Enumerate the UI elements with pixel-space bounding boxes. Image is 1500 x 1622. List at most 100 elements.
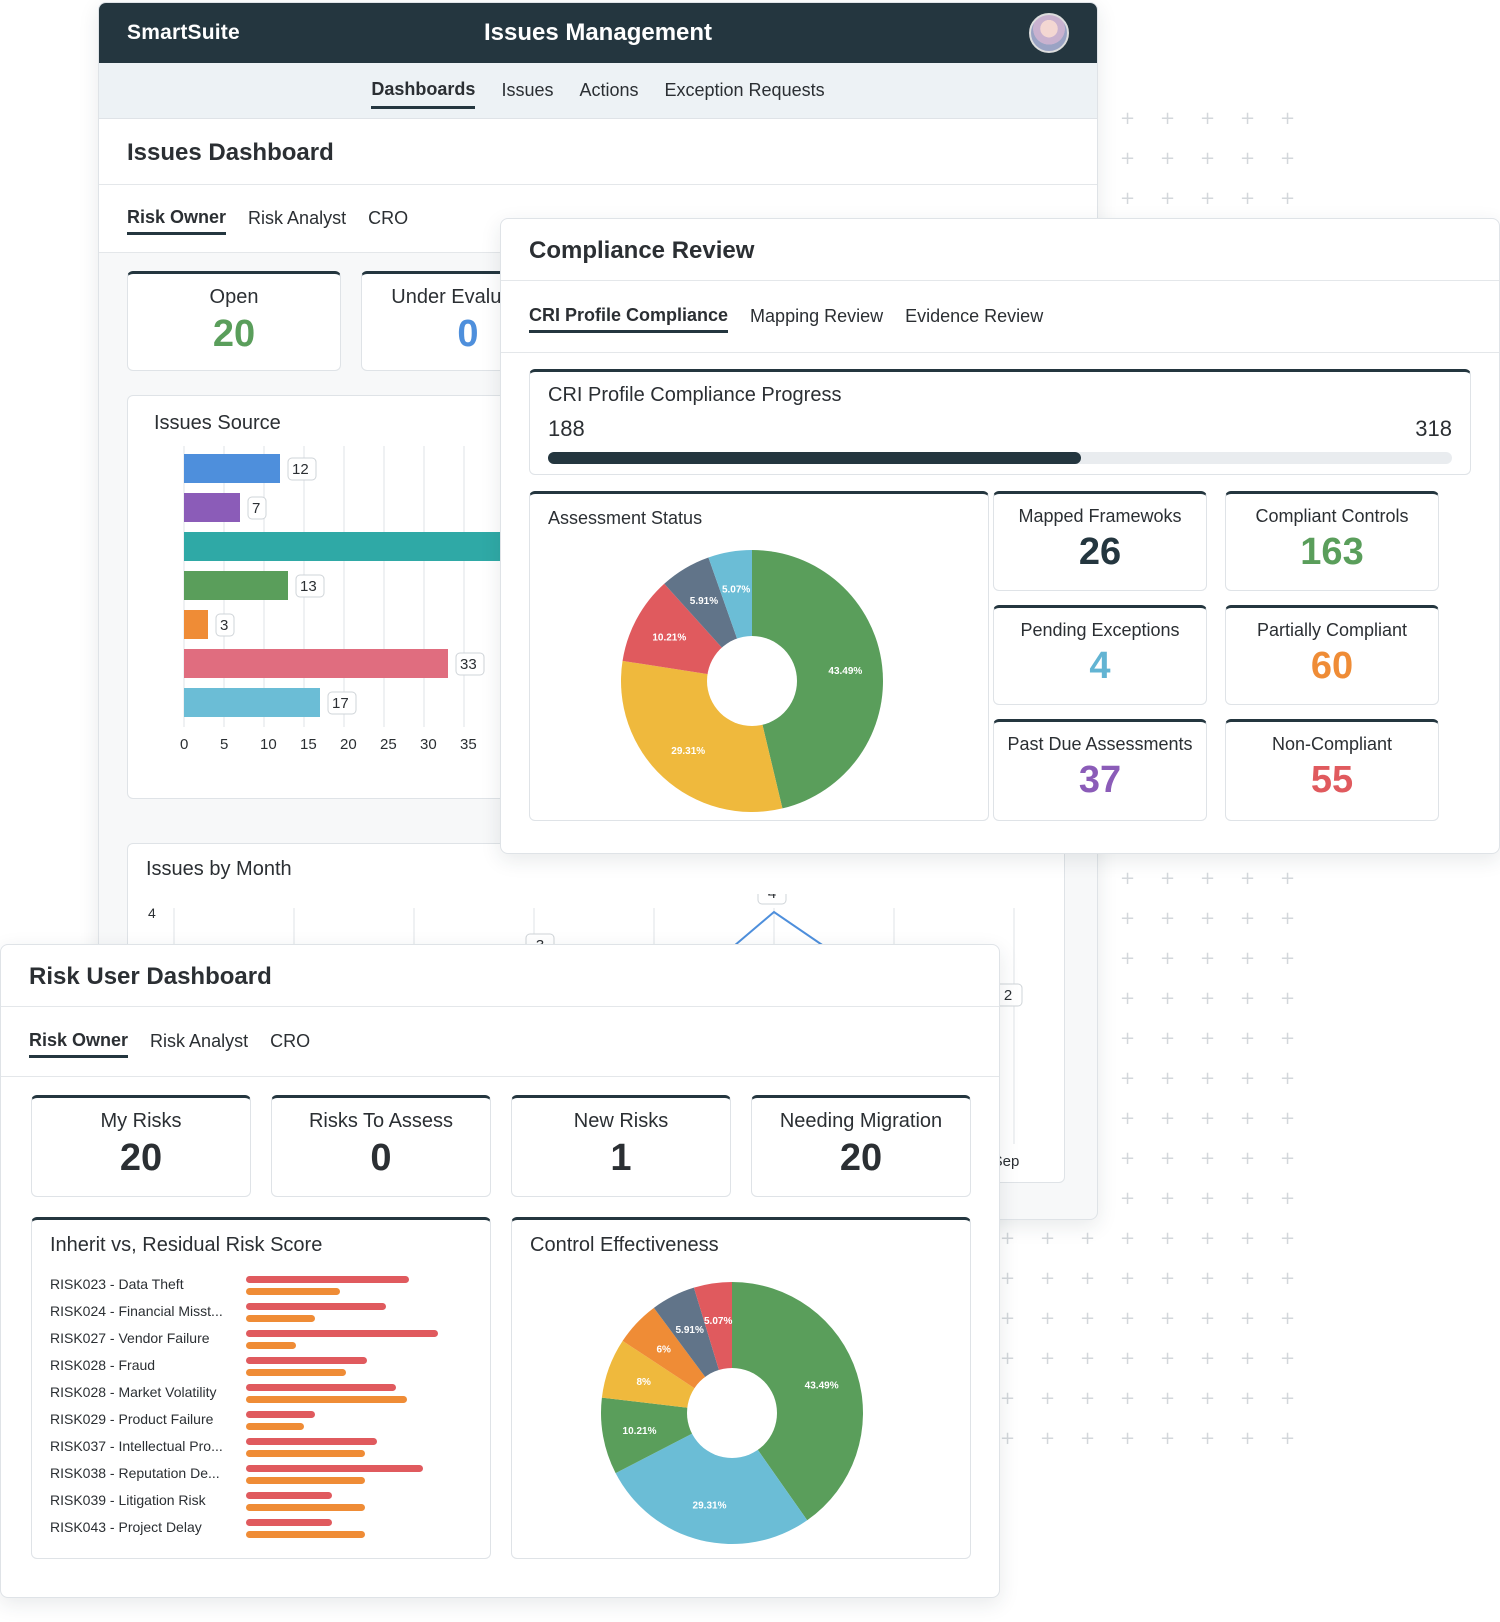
plus-mark: + bbox=[1280, 1388, 1296, 1409]
card-title: Issues Source bbox=[154, 412, 281, 434]
my-risks-card[interactable]: My Risks 20 bbox=[31, 1095, 251, 1197]
plus-mark: + bbox=[1280, 1308, 1296, 1329]
plus-mark: + bbox=[1240, 108, 1256, 129]
plus-mark: + bbox=[1080, 1428, 1096, 1449]
source-bar bbox=[184, 454, 280, 483]
x-tick-label: 10 bbox=[260, 736, 277, 753]
progress-total: 318 bbox=[1415, 416, 1452, 441]
donut-hole bbox=[687, 1368, 777, 1458]
tab-risk-analyst[interactable]: Risk Analyst bbox=[150, 1031, 249, 1051]
nav-issues[interactable]: Issues bbox=[501, 80, 554, 100]
inherent-risk-bar bbox=[246, 1330, 438, 1337]
plus-mark: + bbox=[1160, 1428, 1176, 1449]
residual-risk-bar bbox=[246, 1342, 296, 1349]
plus-mark: + bbox=[1120, 948, 1136, 969]
plus-mark: + bbox=[1040, 1348, 1056, 1369]
plus-mark: + bbox=[1240, 1188, 1256, 1209]
stat-label: New Risks bbox=[573, 1110, 669, 1132]
slice-label: 10.21% bbox=[623, 1426, 657, 1437]
plus-mark: + bbox=[1200, 148, 1216, 169]
plus-mark: + bbox=[1120, 1028, 1136, 1049]
risk-row-label: RISK028 - Market Volatility bbox=[50, 1384, 217, 1400]
risks-to-assess-card[interactable]: Risks To Assess 0 bbox=[271, 1095, 491, 1197]
risk-row-label: RISK028 - Fraud bbox=[50, 1357, 156, 1373]
kpi-partially-compliant[interactable]: Partially Compliant 60 bbox=[1225, 605, 1439, 705]
tab-risk-owner[interactable]: Risk Owner bbox=[127, 203, 227, 235]
risk-row-label: RISK043 - Project Delay bbox=[50, 1519, 202, 1535]
nav-exception-requests[interactable]: Exception Requests bbox=[664, 80, 825, 100]
plus-mark: + bbox=[1160, 1228, 1176, 1249]
plus-mark: + bbox=[1040, 1388, 1056, 1409]
source-bar bbox=[184, 493, 240, 522]
bar-value-box bbox=[295, 574, 325, 598]
x-tick-label: 15 bbox=[300, 736, 317, 753]
kpi-mapped-frameworks[interactable]: Mapped Framewoks 26 bbox=[993, 491, 1207, 591]
nav-dashboards[interactable]: Dashboards bbox=[371, 73, 476, 109]
stat-value: 20 bbox=[119, 1137, 163, 1179]
tab-evidence-review[interactable]: Evidence Review bbox=[905, 306, 1044, 326]
plus-mark: + bbox=[1200, 1268, 1216, 1289]
bar-value-box bbox=[215, 613, 235, 637]
plus-mark: + bbox=[1120, 188, 1136, 209]
tab-risk-owner[interactable]: Risk Owner bbox=[29, 1026, 129, 1058]
kpi-compliant-controls[interactable]: Compliant Controls 163 bbox=[1225, 491, 1439, 591]
needing-migration-card[interactable]: Needing Migration 20 bbox=[751, 1095, 971, 1197]
user-avatar[interactable] bbox=[1029, 13, 1069, 53]
plus-mark: + bbox=[1200, 1428, 1216, 1449]
plus-mark: + bbox=[1240, 1268, 1256, 1289]
kpi-non-compliant[interactable]: Non-Compliant 55 bbox=[1225, 719, 1439, 821]
inherent-risk-bar bbox=[246, 1276, 410, 1283]
kpi-value: 37 bbox=[1078, 759, 1122, 801]
stat-value: 20 bbox=[212, 313, 256, 355]
plus-mark: + bbox=[1240, 908, 1256, 929]
plus-mark: + bbox=[1160, 188, 1176, 209]
control-effectiveness-card: Control Effectiveness 43.49% 29.31% 10.21%… bbox=[511, 1217, 971, 1559]
open-stat-card[interactable]: Open 20 bbox=[127, 271, 341, 371]
plus-mark: + bbox=[1000, 1228, 1016, 1249]
plus-mark: + bbox=[1240, 148, 1256, 169]
page-title: Issues Dashboard bbox=[99, 119, 1097, 185]
plus-mark: + bbox=[1160, 1308, 1176, 1329]
kpi-label: Pending Exceptions bbox=[1020, 620, 1180, 640]
plus-mark: + bbox=[1200, 1188, 1216, 1209]
tab-cro[interactable]: CRO bbox=[368, 208, 409, 228]
plus-mark: + bbox=[1280, 1428, 1296, 1449]
stat-value: 0 bbox=[457, 313, 479, 355]
plus-mark: + bbox=[1240, 988, 1256, 1009]
plus-mark: + bbox=[1120, 988, 1136, 1009]
kpi-pending-exceptions[interactable]: Pending Exceptions 4 bbox=[993, 605, 1207, 705]
plus-mark: + bbox=[1240, 1028, 1256, 1049]
plus-mark: + bbox=[1000, 1348, 1016, 1369]
plus-mark: + bbox=[1000, 1308, 1016, 1329]
plus-mark: + bbox=[1120, 1348, 1136, 1369]
risk-row-label: RISK024 - Financial Misst... bbox=[50, 1303, 223, 1319]
residual-risk-bar bbox=[246, 1504, 366, 1511]
source-bar bbox=[184, 610, 208, 639]
plus-mark: + bbox=[1200, 1068, 1216, 1089]
x-tick-label: 30 bbox=[420, 736, 437, 753]
bar-value-label: 13 bbox=[300, 578, 317, 595]
issues-source-chart: 05101520253035401271333317 bbox=[180, 446, 544, 753]
kpi-value: 55 bbox=[1310, 759, 1354, 801]
tab-cro[interactable]: CRO bbox=[270, 1031, 311, 1051]
plus-mark: + bbox=[1280, 1348, 1296, 1369]
x-tick-label: 5 bbox=[220, 736, 228, 753]
plus-mark: + bbox=[1280, 148, 1296, 169]
plus-mark: + bbox=[1280, 1188, 1296, 1209]
plus-mark: + bbox=[1040, 1308, 1056, 1329]
tab-risk-analyst[interactable]: Risk Analyst bbox=[248, 208, 347, 228]
brand-logo[interactable]: SmartSuite bbox=[127, 21, 240, 44]
inherent-risk-bar bbox=[246, 1384, 396, 1391]
assessment-status-card: Assessment Status 43.49% 29.31% 10.21% 5.91… bbox=[529, 491, 989, 821]
risk-user-dashboard-window: Risk User Dashboard Risk Owner Risk Anal… bbox=[0, 944, 1000, 1598]
stat-label: Risks To Assess bbox=[308, 1110, 454, 1132]
kpi-past-due-assessments[interactable]: Past Due Assessments 37 bbox=[993, 719, 1207, 821]
kpi-label: Compliant Controls bbox=[1255, 506, 1409, 526]
tab-mapping-review[interactable]: Mapping Review bbox=[750, 306, 884, 326]
plus-mark: + bbox=[1200, 908, 1216, 929]
progress-current: 188 bbox=[548, 416, 585, 441]
nav-actions[interactable]: Actions bbox=[579, 80, 639, 100]
point-label: 4 bbox=[768, 894, 776, 902]
new-risks-card[interactable]: New Risks 1 bbox=[511, 1095, 731, 1197]
tab-cri-profile-compliance[interactable]: CRI Profile Compliance bbox=[529, 301, 729, 333]
